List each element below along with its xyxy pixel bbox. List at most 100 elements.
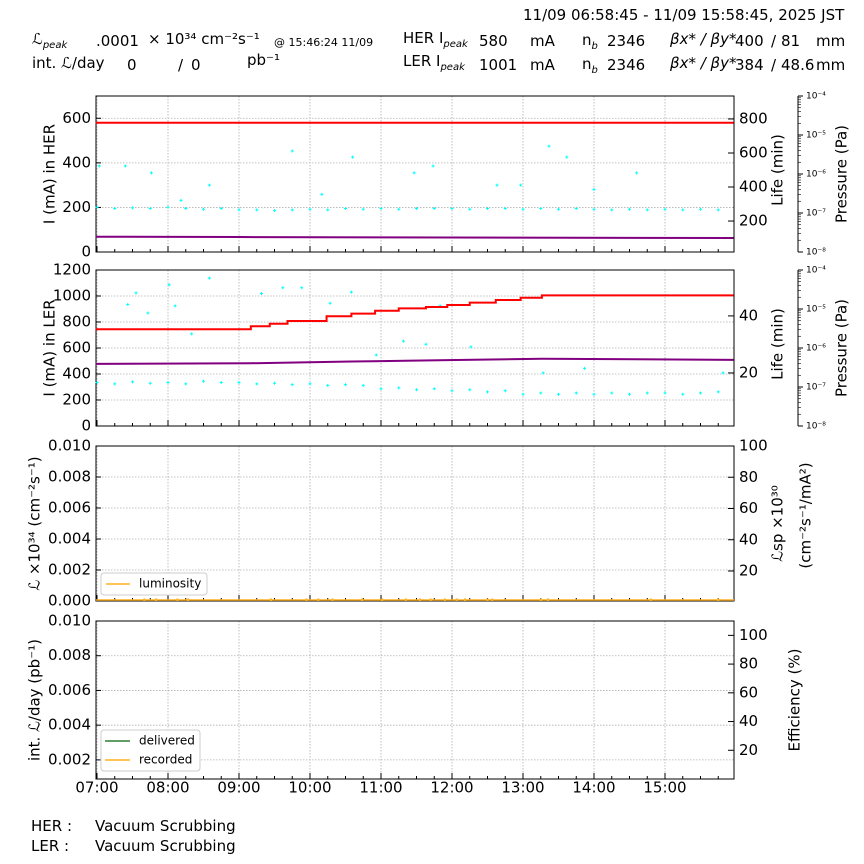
pressure-point (255, 382, 259, 386)
x-tick-label: 13:00 (501, 779, 544, 797)
pressure-point (592, 392, 596, 396)
pressure-tick-label: 10⁻⁷ (806, 383, 826, 393)
pressure-point (113, 382, 117, 386)
pressure-point (320, 192, 324, 196)
her-ipeak-value: 580 (479, 32, 508, 50)
pressure-point (468, 207, 472, 211)
y2-tick-label: 40 (739, 530, 758, 548)
pressure-point (273, 209, 276, 213)
pressure-point (583, 366, 587, 370)
pressure-point (716, 390, 720, 394)
pressure-point (592, 207, 596, 211)
pressure-point (290, 149, 294, 153)
pressure-point (539, 391, 543, 395)
ler-beta-sep: / (771, 56, 777, 74)
pressure-point (645, 391, 649, 395)
pressure-point (699, 391, 702, 395)
pressure-point (351, 155, 355, 159)
lpeak-unit: × 10³⁴ cm⁻²s⁻¹ (148, 30, 260, 48)
y2-tick-label: 80 (739, 468, 758, 486)
pressure-point (415, 388, 418, 392)
plot-frame (95, 620, 735, 780)
pressure-point (539, 207, 543, 211)
pressure-point (131, 206, 134, 210)
time-range: 11/09 06:58:45 - 11/09 15:58:45, 2025 JS… (523, 6, 845, 24)
pressure-point (628, 392, 631, 396)
pressure-point (219, 207, 223, 211)
pressure-point (344, 207, 347, 211)
her-beta-x: 400 (735, 32, 764, 50)
ler-nb-sub: b (591, 65, 598, 76)
pressure-point (237, 208, 241, 212)
pressure-point (663, 207, 667, 211)
pressure-point (716, 208, 720, 212)
pressure-tick-label: 10⁻⁸ (806, 422, 826, 432)
pressure-point (495, 183, 499, 187)
ler-ipeak-label: LER Ipeak (403, 52, 465, 73)
y2-tick-label: 100 (739, 437, 768, 455)
y-tick-label: 0.002 (48, 561, 91, 579)
pressure-point (148, 381, 152, 385)
pressure-point (450, 207, 454, 211)
pressure-point (469, 345, 473, 349)
pressure-point (374, 353, 378, 357)
int-lumi-label: int. ℒ/day (32, 54, 105, 72)
lpeak-symbol: ℒ (32, 30, 43, 48)
her-ipeak-label: HER Ipeak (403, 29, 468, 50)
pressure-point (207, 276, 211, 280)
pressure-point (635, 171, 639, 175)
pressure-point (184, 382, 188, 386)
pressure-point (97, 164, 101, 168)
pressure-point (131, 380, 134, 384)
y3-axis-label: Pressure (Pa) (833, 125, 851, 223)
pressure-point (397, 207, 401, 211)
pressure-point (681, 208, 685, 212)
pressure-point (202, 379, 205, 383)
lpeak-label: ℒpeak (32, 30, 68, 51)
pressure-point (146, 311, 150, 315)
pressure-point (134, 291, 138, 295)
pressure-point (148, 207, 152, 211)
y-tick-label: 400 (62, 365, 91, 383)
pressure-point (610, 391, 614, 395)
y2-tick-label: 100 (739, 626, 768, 644)
pressure-point (95, 205, 99, 209)
pressure-point (415, 207, 418, 211)
lpeak-sub: peak (42, 40, 68, 51)
pressure-point (326, 383, 330, 387)
her-nb-sub: b (591, 41, 598, 52)
pressure-point (521, 392, 525, 396)
ler-beta-x: 384 (735, 56, 764, 74)
her-nb-value: 2346 (607, 32, 646, 50)
her-nb-text: n (582, 31, 592, 49)
her-beta-unit: mm (816, 32, 846, 50)
y-tick-label: 0.010 (48, 612, 91, 630)
int-lumi-sep: / (178, 56, 184, 74)
pressure-tick-label: 10⁻⁴ (806, 92, 826, 102)
pressure-point (628, 207, 631, 211)
pressure-point (190, 332, 194, 336)
life-line (95, 235, 734, 240)
pressure-point (290, 208, 294, 212)
ler-beta-unit: mm (816, 56, 846, 74)
y-tick-label: 600 (62, 339, 91, 357)
y2-tick-label: 600 (739, 143, 768, 161)
her-beta-y: 81 (781, 32, 801, 50)
y2-tick-label: 200 (739, 212, 768, 230)
y-tick-label: 0 (81, 243, 91, 261)
y-tick-label: 200 (62, 391, 91, 409)
pressure-point (431, 164, 435, 168)
ler-nb-text: n (582, 55, 592, 73)
pressure-point (401, 339, 405, 343)
pressure-point (412, 171, 416, 175)
y-tick-label: 0.004 (48, 716, 91, 734)
pressure-point (450, 389, 454, 393)
y2-tick-label: 40 (739, 712, 758, 730)
y2-tick-label: 20 (739, 741, 758, 759)
lpeak-value: .0001 (96, 32, 139, 50)
pressure-point (645, 208, 649, 212)
x-tick-label: 08:00 (146, 779, 189, 797)
pressure-point (397, 386, 401, 390)
pressure-point (123, 164, 127, 168)
pressure-point (547, 144, 551, 148)
